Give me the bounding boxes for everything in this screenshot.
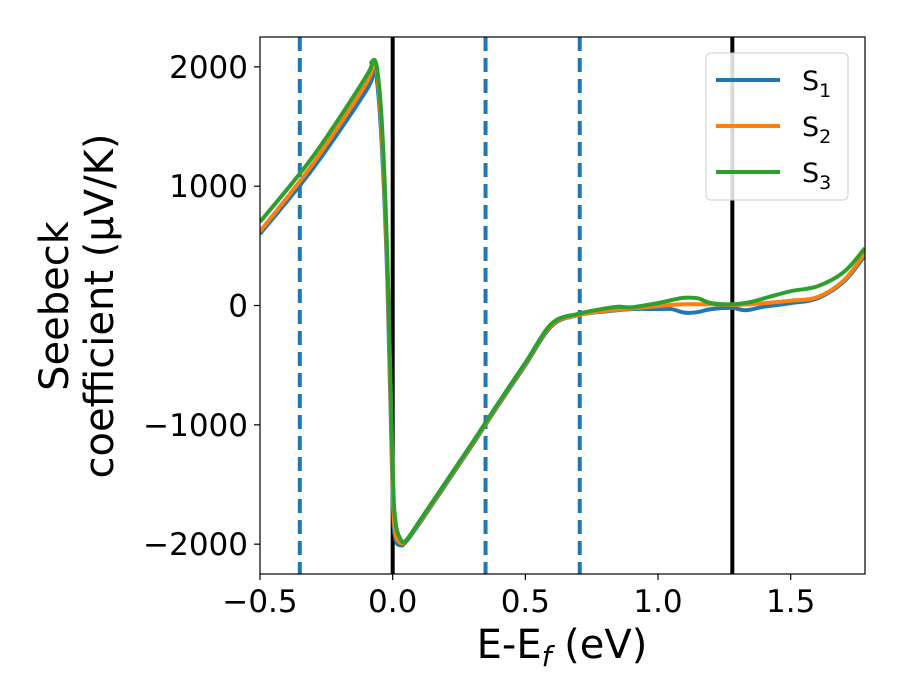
x-axis-label: E-Ef (eV) (477, 622, 648, 673)
series-lines (260, 57, 865, 548)
legend-items: S1 S2 S3 (716, 66, 831, 194)
y-axis-label-line2: coefficient (μV/K) (77, 134, 123, 479)
y-axis: −2000 −1000 0 1000 2000 (143, 50, 260, 563)
y-tick-label: −2000 (143, 527, 248, 563)
x-tick-label: 1.5 (766, 584, 815, 620)
series-line-S3 (260, 57, 865, 545)
y-tick-label: 2000 (169, 50, 248, 86)
x-tick-label: 1.0 (633, 584, 682, 620)
legend-label: S2 (802, 112, 831, 148)
legend-label: S3 (802, 158, 831, 194)
x-tick-label: 0.5 (501, 584, 550, 620)
legend-label: S1 (802, 66, 831, 102)
y-tick-label: 1000 (169, 169, 248, 205)
x-tick-label: 0.0 (368, 584, 417, 620)
y-tick-label: 0 (228, 289, 248, 325)
x-tick-label: −0.5 (222, 584, 297, 620)
legend: S1 S2 S3 (705, 52, 849, 201)
y-tick-label: −1000 (143, 408, 248, 444)
y-axis-label-line1: Seebeck (32, 220, 78, 391)
x-axis: −0.5 0.0 0.5 1.0 1.5 (222, 574, 815, 620)
